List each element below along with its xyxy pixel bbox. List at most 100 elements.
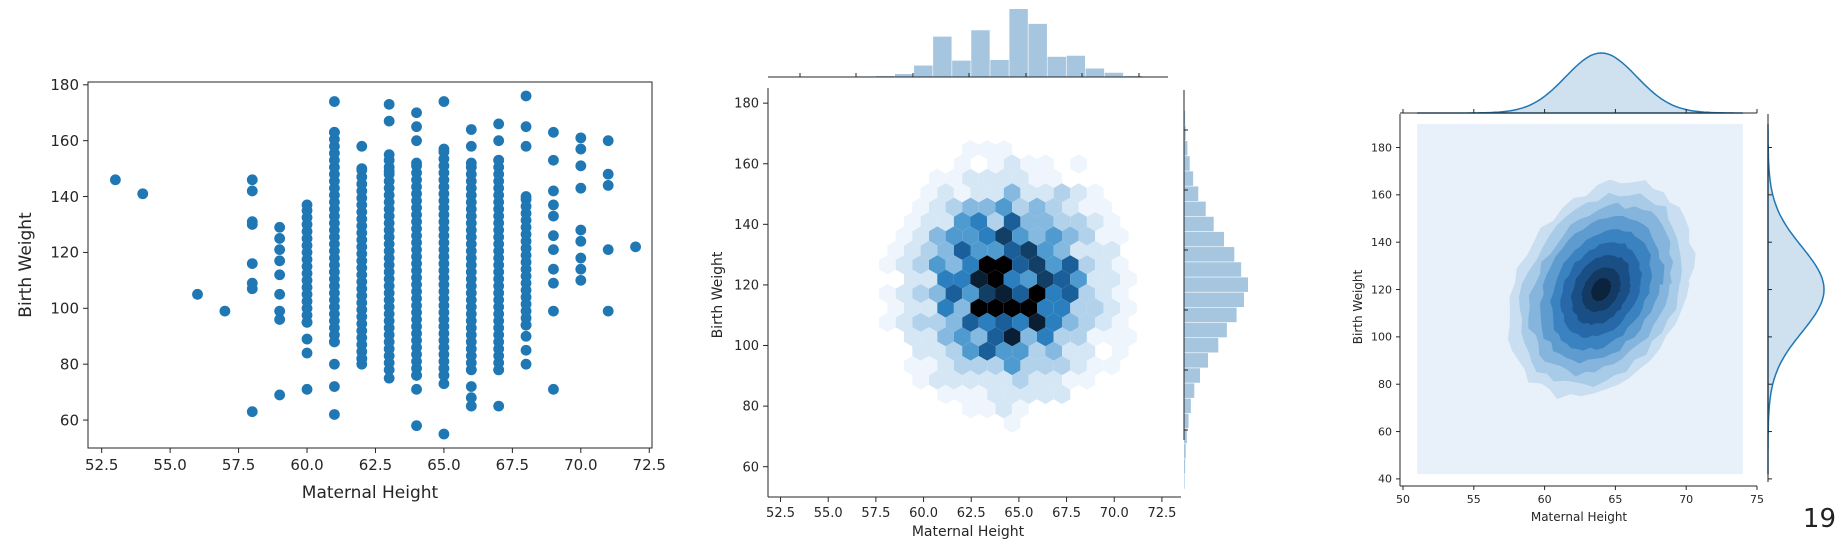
hexbin-cell <box>995 312 1013 332</box>
hexbin-marginal-y-bar <box>1184 262 1242 277</box>
scatter-point <box>520 330 532 342</box>
hexbin-x-tick-label: 70.0 <box>1100 506 1129 521</box>
hexbin-x-tick-label: 62.5 <box>957 506 986 521</box>
hexbin-cell <box>945 168 963 188</box>
scatter-point <box>493 154 505 166</box>
scatter-point <box>274 314 286 325</box>
hexbin-marginal-y-bar <box>1184 186 1199 202</box>
hexbin-cell <box>1028 255 1046 275</box>
hexbin-cell <box>1095 226 1112 246</box>
scatter-point <box>520 319 532 331</box>
hexbin-cell <box>904 327 921 347</box>
hexbin-cell <box>970 183 988 203</box>
scatter-point <box>383 149 395 161</box>
hexbin-cell <box>1037 240 1054 260</box>
scatter-point <box>602 244 614 256</box>
hexbin-cell <box>1037 298 1054 318</box>
kde-x-label: Maternal Height <box>1531 510 1628 524</box>
hexbin-cell <box>962 226 979 246</box>
hexbin-marginal-y-bar <box>1184 353 1208 368</box>
hexbin-cell <box>1020 154 1037 174</box>
scatter-point <box>411 157 422 169</box>
scatter-point <box>520 191 532 202</box>
hexbin-cell <box>1053 269 1071 289</box>
hexbin-cell <box>1045 255 1062 275</box>
hexbin-marginal-y-bar <box>1184 156 1190 171</box>
hexbin-cell <box>1078 370 1096 390</box>
hexbin-cell <box>1028 197 1046 217</box>
scatter-point <box>575 252 587 264</box>
scatter-point <box>109 174 121 186</box>
hexbin-cell <box>904 212 921 232</box>
hexbin-cell <box>904 356 921 376</box>
scatter-point <box>438 378 450 390</box>
hexbin-cell <box>987 298 1004 318</box>
hexbin-cell <box>912 341 929 361</box>
hexbin-cell <box>962 312 979 332</box>
hexbin-cell <box>1028 312 1046 332</box>
hexbin-marginal-y-bar <box>1184 277 1248 292</box>
hexbin-cell <box>1103 212 1121 232</box>
hexbin-marginal-x-bar <box>1104 72 1124 77</box>
hexbin-marginal-x-bar <box>971 30 990 77</box>
kde-contour <box>1591 277 1612 302</box>
hexbin-cell <box>987 356 1004 376</box>
scatter-x-ticks: 52.5 55.0 57.5 60.0 62.5 65.0 67.5 70.0 72.5 <box>85 448 666 474</box>
hexbin-cells <box>879 140 1137 433</box>
scatter-point <box>438 143 450 155</box>
hexbin-cell <box>978 284 996 304</box>
hexbin-marginal-x-bar <box>914 65 933 77</box>
scatter-point <box>493 364 505 376</box>
hexbin-cell <box>1095 255 1112 275</box>
hexbin-cell <box>937 356 954 376</box>
scatter-point <box>465 400 477 412</box>
hexbin-marginal-y-bar <box>1184 368 1200 383</box>
hexbin-y-tick-label: 100 <box>734 339 759 354</box>
scatter-point <box>465 392 477 404</box>
hexbin-cell <box>953 183 971 203</box>
scatter-point <box>383 372 395 384</box>
hexbin-cell <box>1028 226 1046 246</box>
scatter-point <box>329 126 340 138</box>
hexbin-cell <box>887 298 904 318</box>
hexbin-cell <box>995 168 1013 188</box>
hexbin-cell <box>1012 284 1029 304</box>
hexbin-cell <box>1111 312 1129 332</box>
scatter-point <box>548 383 559 395</box>
hexbin-marginal-y-bar <box>1184 337 1219 353</box>
scatter-point <box>274 255 286 267</box>
hexbin-marginal-x-bar <box>875 75 895 77</box>
hexbin-cell <box>904 240 921 260</box>
scatter-point <box>356 163 368 175</box>
scatter-point <box>575 143 587 155</box>
hexbin-marginal-y-ticks <box>1184 129 1188 431</box>
scatter-point <box>602 135 614 147</box>
hexbin-x-tick-label: 60.0 <box>909 506 938 521</box>
hexbin-cell <box>978 312 996 332</box>
hexbin-cell <box>1078 255 1096 275</box>
hexbin-cell <box>1012 341 1029 361</box>
hexbin-cell <box>1003 384 1021 404</box>
hexbin-cell <box>1003 356 1021 376</box>
hexbin-cell <box>953 212 971 232</box>
kde-x-tick-label: 75 <box>1750 493 1764 506</box>
hexbin-cell <box>929 197 946 217</box>
scatter-y-tick-label: 160 <box>50 132 79 150</box>
hexbin-cell <box>1003 212 1021 232</box>
hexbin-cell <box>1111 255 1129 275</box>
hexbin-cell <box>1086 240 1104 260</box>
hexbin-cell <box>1111 341 1129 361</box>
hexbin-marginal-x-bar <box>990 60 1009 77</box>
hexbin-cell <box>1053 212 1071 232</box>
hexbin-marginal-y-bar <box>1184 322 1227 338</box>
hexbin-cell <box>1012 312 1029 332</box>
kde-x-tick-label: 55 <box>1467 493 1481 506</box>
scatter-point <box>411 107 422 119</box>
hexbin-cell <box>929 341 946 361</box>
hexbin-cell <box>1062 370 1079 390</box>
hexbin-marginal-y-bar <box>1184 459 1186 474</box>
hexbin-x-tick-label: 67.5 <box>1052 506 1081 521</box>
hexbin-cell <box>1020 269 1037 289</box>
scatter-y-tick-label: 80 <box>60 355 79 373</box>
scatter-point <box>246 185 258 197</box>
